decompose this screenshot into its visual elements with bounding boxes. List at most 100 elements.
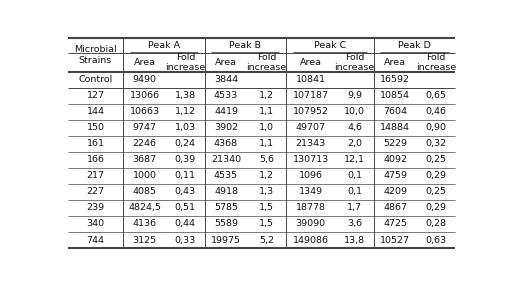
Text: 10841: 10841 xyxy=(295,75,325,84)
Text: 0,29: 0,29 xyxy=(425,203,445,213)
Text: 16592: 16592 xyxy=(379,75,409,84)
Text: 18778: 18778 xyxy=(295,203,325,213)
Text: Peak B: Peak B xyxy=(229,41,261,50)
Text: 144: 144 xyxy=(87,107,104,116)
Text: 130713: 130713 xyxy=(292,155,328,164)
Text: 0,43: 0,43 xyxy=(175,187,195,196)
Text: 1,5: 1,5 xyxy=(259,203,274,213)
Text: 0,90: 0,90 xyxy=(425,123,445,132)
Text: Area: Area xyxy=(299,58,321,67)
Text: 150: 150 xyxy=(87,123,104,132)
Text: 4085: 4085 xyxy=(132,187,156,196)
Text: 21343: 21343 xyxy=(295,139,325,148)
Text: 13066: 13066 xyxy=(129,91,159,100)
Text: 161: 161 xyxy=(87,139,104,148)
Text: Peak A: Peak A xyxy=(148,41,180,50)
Text: 127: 127 xyxy=(87,91,104,100)
Text: 1,5: 1,5 xyxy=(259,220,274,228)
Text: 3,6: 3,6 xyxy=(346,220,361,228)
Text: 0,1: 0,1 xyxy=(346,187,361,196)
Text: 1,7: 1,7 xyxy=(346,203,361,213)
Text: 0,32: 0,32 xyxy=(425,139,445,148)
Text: 1000: 1000 xyxy=(132,171,156,180)
Text: Peak C: Peak C xyxy=(313,41,345,50)
Text: 1349: 1349 xyxy=(298,187,322,196)
Text: 3687: 3687 xyxy=(132,155,156,164)
Text: 5229: 5229 xyxy=(382,139,406,148)
Text: 4136: 4136 xyxy=(132,220,156,228)
Text: 0,24: 0,24 xyxy=(175,139,195,148)
Text: 5785: 5785 xyxy=(214,203,238,213)
Text: 10663: 10663 xyxy=(129,107,159,116)
Text: 7604: 7604 xyxy=(382,107,406,116)
Text: 0,25: 0,25 xyxy=(425,155,445,164)
Text: 9747: 9747 xyxy=(132,123,156,132)
Text: 0,29: 0,29 xyxy=(425,171,445,180)
Text: 107187: 107187 xyxy=(292,91,328,100)
Text: 744: 744 xyxy=(87,235,104,245)
Text: Fold
increase: Fold increase xyxy=(334,53,374,72)
Text: 19975: 19975 xyxy=(211,235,241,245)
Text: 4368: 4368 xyxy=(214,139,238,148)
Text: 1096: 1096 xyxy=(298,171,322,180)
Text: 39090: 39090 xyxy=(295,220,325,228)
Text: 0,44: 0,44 xyxy=(175,220,195,228)
Text: 4824,5: 4824,5 xyxy=(128,203,161,213)
Text: 21340: 21340 xyxy=(211,155,241,164)
Text: 0,25: 0,25 xyxy=(425,187,445,196)
Text: 4,6: 4,6 xyxy=(346,123,361,132)
Text: 10854: 10854 xyxy=(379,91,409,100)
Text: Area: Area xyxy=(383,58,405,67)
Text: 107952: 107952 xyxy=(292,107,328,116)
Text: 340: 340 xyxy=(86,220,104,228)
Text: 0,1: 0,1 xyxy=(346,171,361,180)
Text: Peak D: Peak D xyxy=(397,41,430,50)
Text: 4918: 4918 xyxy=(214,187,238,196)
Text: Fold
increase: Fold increase xyxy=(415,53,455,72)
Text: 0,63: 0,63 xyxy=(425,235,445,245)
Text: 0,46: 0,46 xyxy=(425,107,445,116)
Text: 0,39: 0,39 xyxy=(175,155,195,164)
Text: 1,3: 1,3 xyxy=(259,187,274,196)
Text: 4533: 4533 xyxy=(213,91,238,100)
Text: 1,03: 1,03 xyxy=(175,123,195,132)
Text: Control: Control xyxy=(78,75,112,84)
Text: 166: 166 xyxy=(87,155,104,164)
Text: 2,0: 2,0 xyxy=(346,139,361,148)
Text: 0,28: 0,28 xyxy=(425,220,445,228)
Text: Fold
increase: Fold increase xyxy=(165,53,205,72)
Text: Microbial
Strains: Microbial Strains xyxy=(74,45,117,65)
Text: 4867: 4867 xyxy=(382,203,406,213)
Text: 4209: 4209 xyxy=(382,187,406,196)
Text: 217: 217 xyxy=(87,171,104,180)
Text: 5,2: 5,2 xyxy=(259,235,274,245)
Text: 4092: 4092 xyxy=(382,155,406,164)
Text: 149086: 149086 xyxy=(292,235,328,245)
Text: Area: Area xyxy=(133,58,155,67)
Text: 10527: 10527 xyxy=(379,235,409,245)
Text: 14884: 14884 xyxy=(379,123,409,132)
Text: 49707: 49707 xyxy=(295,123,325,132)
Text: 227: 227 xyxy=(87,187,104,196)
Text: 2246: 2246 xyxy=(132,139,156,148)
Text: 5589: 5589 xyxy=(214,220,238,228)
Text: 1,1: 1,1 xyxy=(259,107,274,116)
Text: 4535: 4535 xyxy=(214,171,238,180)
Text: 1,0: 1,0 xyxy=(259,123,274,132)
Text: 1,2: 1,2 xyxy=(259,91,274,100)
Text: 3125: 3125 xyxy=(132,235,156,245)
Text: 10,0: 10,0 xyxy=(344,107,364,116)
Text: 4725: 4725 xyxy=(382,220,406,228)
Text: 4419: 4419 xyxy=(214,107,238,116)
Text: Area: Area xyxy=(215,58,237,67)
Text: 1,2: 1,2 xyxy=(259,171,274,180)
Text: 3902: 3902 xyxy=(214,123,238,132)
Text: 3844: 3844 xyxy=(214,75,238,84)
Text: 0,51: 0,51 xyxy=(175,203,195,213)
Text: 0,33: 0,33 xyxy=(175,235,195,245)
Text: 5,6: 5,6 xyxy=(259,155,274,164)
Text: Fold
increase: Fold increase xyxy=(246,53,286,72)
Text: 9,9: 9,9 xyxy=(346,91,361,100)
Text: 0,65: 0,65 xyxy=(425,91,445,100)
Text: 12,1: 12,1 xyxy=(344,155,364,164)
